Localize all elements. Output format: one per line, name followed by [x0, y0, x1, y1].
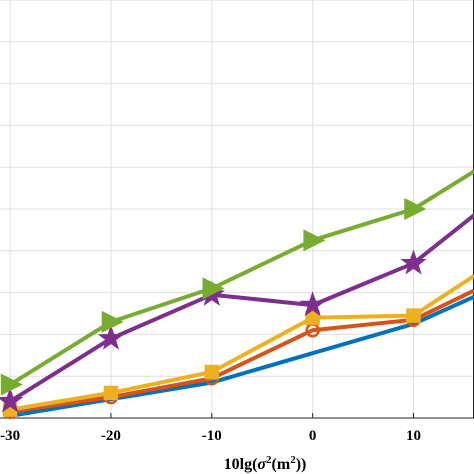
series-0 — [0, 169, 474, 396]
x-tick-label: -10 — [202, 428, 222, 444]
series-1 — [0, 213, 474, 413]
data-point — [204, 364, 220, 380]
data-point — [103, 385, 119, 401]
series-line — [9, 294, 474, 418]
x-axis-title-part: σ — [257, 456, 266, 473]
data-point — [404, 197, 427, 221]
x-axis-title-part: 2 — [266, 454, 272, 466]
x-axis-title-part: (m — [272, 456, 291, 473]
series-line — [9, 169, 474, 387]
series-line — [9, 213, 474, 403]
series-4 — [9, 294, 474, 418]
data-point — [299, 291, 326, 317]
x-axis-title-part: 10lg( — [224, 456, 258, 473]
x-tick-label: -20 — [101, 428, 121, 444]
data-point — [101, 310, 124, 333]
x-axis-title: 10lg(σ2(m2)) — [224, 454, 307, 473]
series-line — [9, 288, 474, 414]
data-point — [0, 387, 24, 413]
data-point — [202, 277, 225, 300]
data-point — [0, 373, 23, 396]
series-group — [0, 169, 474, 419]
x-tick-labels: -30 -20 -10 0 10 — [0, 428, 421, 444]
data-point — [400, 249, 427, 275]
series-line — [9, 274, 474, 412]
data-point — [406, 308, 421, 323]
x-axis-title-part: )) — [296, 456, 307, 473]
data-point — [303, 229, 326, 252]
data-point — [97, 324, 124, 350]
grid — [0, 0, 474, 419]
data-point — [305, 310, 320, 325]
x-tick-label: -30 — [0, 428, 20, 444]
x-tick-label: 10 — [406, 428, 421, 444]
x-tick-label: 0 — [309, 428, 317, 444]
x-axis-title-part: 2 — [290, 454, 296, 466]
